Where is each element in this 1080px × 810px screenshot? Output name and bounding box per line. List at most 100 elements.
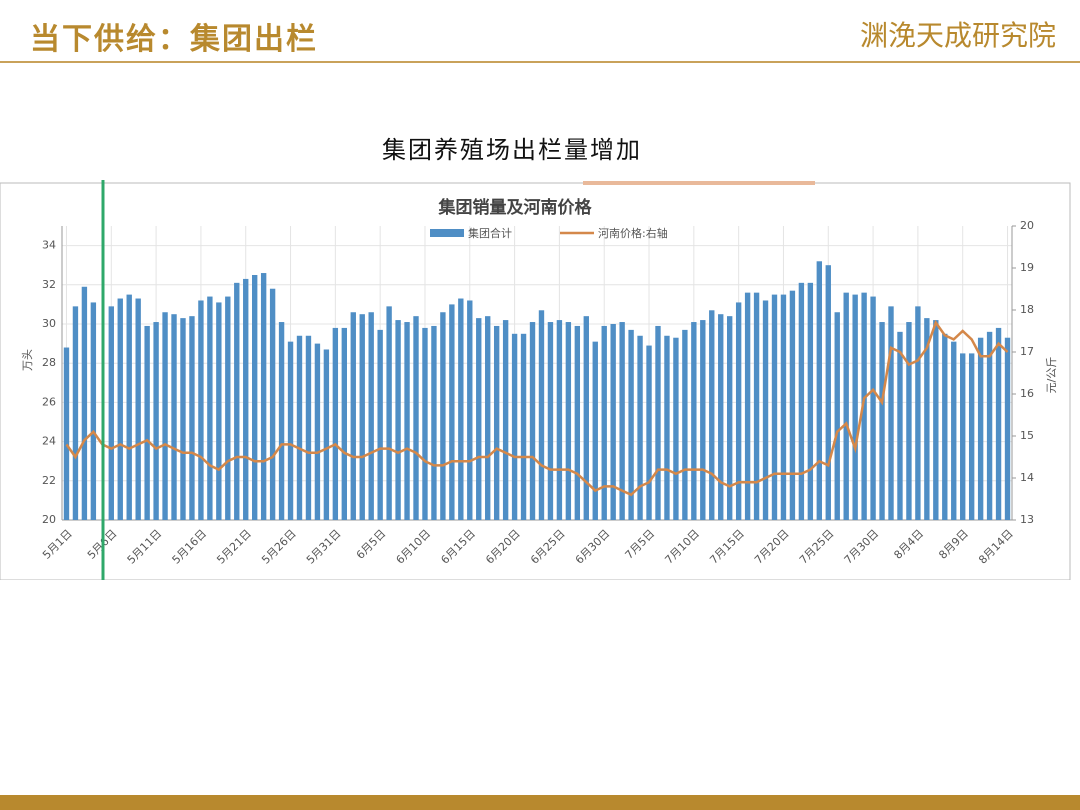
bar — [493, 325, 500, 520]
bar — [825, 265, 831, 520]
bar — [619, 322, 625, 520]
bar — [377, 329, 383, 520]
y-tick-label: 28 — [42, 356, 56, 369]
bar — [727, 316, 733, 520]
bar — [314, 343, 321, 520]
bar — [906, 322, 912, 520]
bar — [422, 327, 428, 520]
highlight — [583, 181, 815, 185]
y-tick-label: 20 — [42, 513, 56, 526]
y2-axis-title: 元/公斤 — [1045, 357, 1058, 394]
bar — [458, 298, 464, 520]
bar — [243, 278, 249, 520]
bar — [511, 333, 518, 520]
bar — [126, 294, 132, 520]
bar — [269, 288, 276, 520]
bar — [485, 316, 491, 520]
bar — [225, 296, 231, 520]
bar — [207, 296, 213, 520]
logo: 渊浼天成研究院 — [859, 19, 1056, 52]
legend-swatch — [430, 229, 464, 237]
bar — [897, 331, 903, 520]
bar — [278, 322, 285, 520]
bar — [198, 300, 204, 520]
footer-bar — [0, 795, 1080, 810]
bar — [359, 314, 365, 520]
bar — [628, 329, 634, 520]
slide-title: 当下供给：集团出栏 — [30, 22, 318, 57]
y2-tick-label: 14 — [1020, 471, 1034, 484]
bar — [476, 318, 482, 520]
bar — [682, 329, 688, 520]
y-tick-label: 22 — [42, 474, 56, 487]
bar — [771, 294, 778, 520]
line — [65, 319, 1009, 497]
bar — [440, 312, 446, 520]
bar — [252, 275, 258, 520]
bar — [404, 322, 410, 520]
bar — [287, 341, 294, 520]
bar — [144, 325, 150, 520]
bar — [117, 298, 123, 520]
bar — [234, 282, 240, 520]
bar — [610, 324, 616, 520]
bar — [502, 320, 509, 520]
y2-tick-label: 18 — [1020, 303, 1034, 316]
bar — [72, 306, 79, 520]
bar — [395, 320, 401, 520]
bar — [960, 353, 966, 520]
bar — [386, 306, 392, 520]
y2-tick-label: 15 — [1020, 429, 1034, 442]
bar — [323, 349, 330, 520]
bar — [834, 312, 840, 520]
bar — [413, 316, 419, 520]
bar — [341, 327, 347, 520]
bar — [968, 353, 975, 520]
bar — [431, 325, 437, 520]
bar — [951, 341, 957, 520]
y2-tick-label: 19 — [1020, 261, 1034, 274]
bar — [520, 333, 527, 520]
bar — [135, 298, 141, 520]
bar — [852, 294, 858, 520]
bar — [986, 331, 993, 520]
bar — [305, 335, 312, 520]
y2-tick-label: 20 — [1020, 219, 1034, 232]
bar — [180, 318, 186, 520]
y2-tick-label: 16 — [1020, 387, 1034, 400]
legend-label: 河南价格:右轴 — [598, 226, 668, 240]
bar — [260, 273, 267, 520]
y-tick-label: 24 — [42, 435, 56, 448]
subtitle: 集团养殖场出栏量增加 — [382, 136, 642, 164]
bar — [709, 310, 715, 520]
legend-label: 集团合计 — [468, 226, 512, 240]
bar — [556, 320, 563, 520]
bar — [592, 341, 598, 520]
bar — [637, 335, 643, 520]
bar — [861, 292, 867, 520]
bar — [529, 322, 536, 520]
bar — [467, 300, 473, 520]
bar — [744, 292, 751, 520]
y-tick-label: 34 — [42, 239, 56, 252]
bar — [350, 312, 356, 520]
bar — [574, 325, 581, 520]
bar — [655, 325, 661, 520]
bar — [81, 286, 88, 520]
chart: 集团销量及河南价格 万头 元/公斤 20 22 24 26 28 30 32 34 13 14 15… — [0, 180, 1071, 580]
bar — [664, 335, 670, 520]
bar — [216, 302, 222, 520]
bar — [368, 312, 374, 520]
bar — [162, 312, 168, 520]
bar — [700, 320, 706, 520]
y-tick-label: 26 — [42, 395, 56, 408]
y2-tick-label: 17 — [1020, 345, 1034, 358]
bar — [933, 320, 939, 520]
bar — [780, 294, 787, 520]
bar — [601, 325, 607, 520]
bar — [789, 290, 796, 520]
bar — [189, 316, 195, 520]
bar — [807, 282, 814, 520]
bar — [547, 322, 554, 520]
